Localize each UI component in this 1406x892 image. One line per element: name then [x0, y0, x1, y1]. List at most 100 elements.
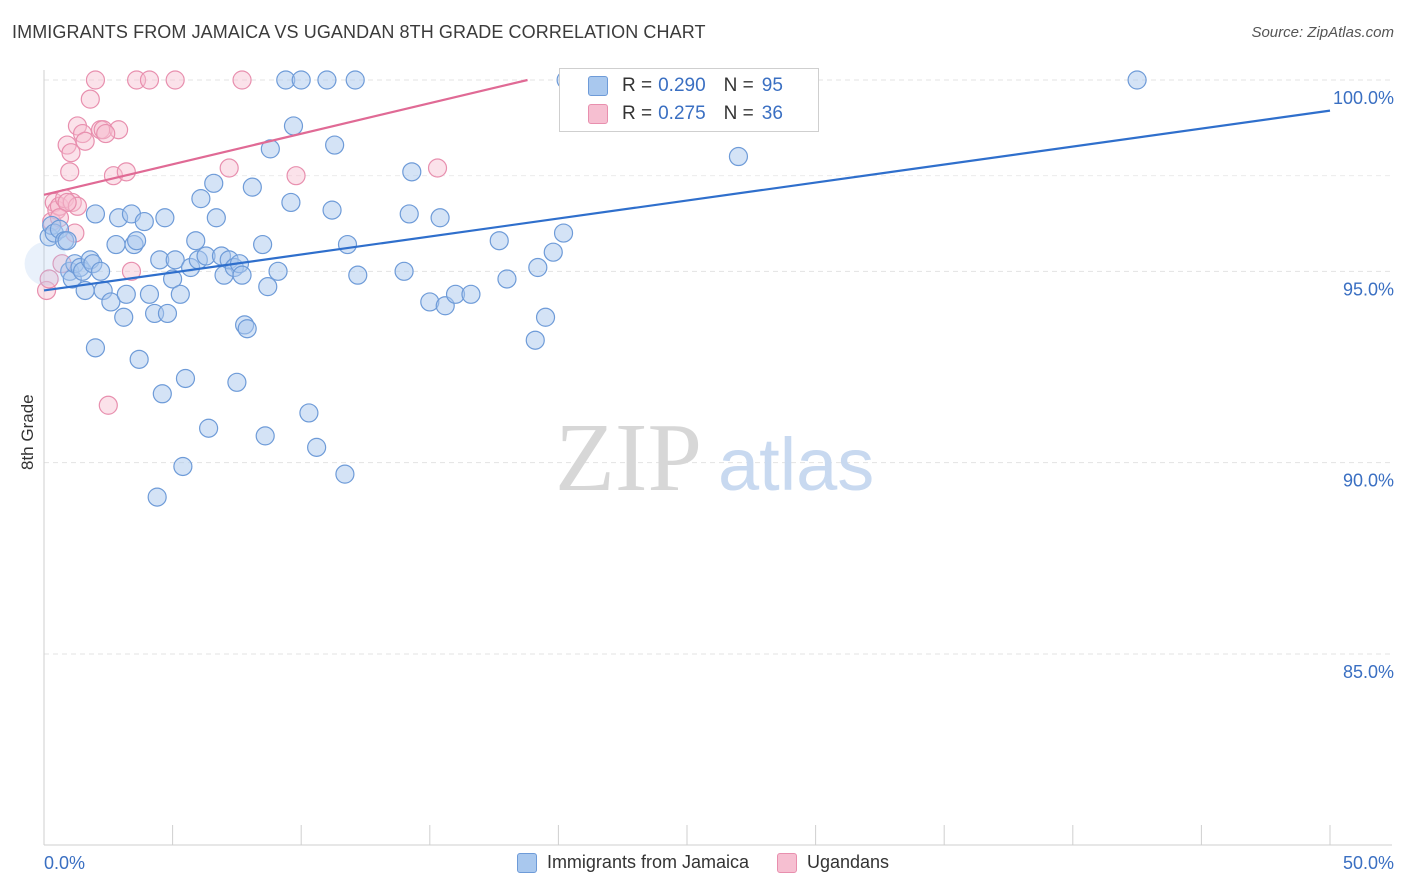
- data-point-jamaica: [126, 231, 147, 251]
- stats-legend: R = 0.290 N = 95 R = 0.275 N = 36: [559, 68, 819, 132]
- data-point-jamaica: [728, 146, 749, 167]
- watermark-zip: ZIP: [555, 404, 702, 512]
- data-point-jamaica: [283, 116, 304, 136]
- data-point-jamaica: [535, 307, 556, 327]
- stats-n-label: N =: [723, 103, 754, 124]
- legend-item-uganda[interactable]: Ugandans: [776, 852, 890, 873]
- data-point-jamaica: [227, 372, 247, 392]
- legend-label-uganda: Ugandans: [806, 852, 890, 872]
- y-tick-label: 100.0%: [1333, 88, 1394, 108]
- legend-swatch-jamaica: [516, 852, 537, 873]
- data-point-uganda: [232, 70, 252, 90]
- legend-swatch-uganda: [776, 852, 797, 873]
- stats-r-label: R =: [622, 103, 653, 124]
- y-axis-label: 8th Grade: [18, 394, 37, 470]
- data-point-jamaica: [489, 231, 509, 251]
- y-tick-label: 85.0%: [1343, 662, 1394, 682]
- grid-lines: [44, 79, 1392, 655]
- data-point-uganda: [85, 70, 106, 90]
- data-point-jamaica: [106, 234, 126, 255]
- data-point-jamaica: [260, 139, 280, 159]
- data-point-jamaica: [191, 189, 211, 209]
- data-point-jamaica: [90, 261, 111, 281]
- trend-lines: [43, 78, 1331, 292]
- data-point-jamaica: [24, 241, 69, 286]
- axes: [43, 70, 1392, 846]
- data-point-jamaica: [337, 234, 358, 255]
- data-point-jamaica: [114, 307, 134, 327]
- data-point-jamaica: [116, 284, 136, 304]
- data-point-jamaica: [157, 303, 178, 324]
- data-point-uganda: [72, 123, 93, 144]
- data-point-uganda: [139, 70, 160, 90]
- data-point-jamaica: [186, 231, 206, 251]
- trend-line-uganda: [43, 78, 528, 196]
- data-point-jamaica: [173, 456, 193, 477]
- data-point-jamaica: [394, 261, 414, 281]
- legend-item-jamaica[interactable]: Immigrants from Jamaica: [516, 852, 749, 873]
- data-point-jamaica: [258, 277, 278, 297]
- bottom-legend: Immigrants from Jamaica Ugandans: [0, 852, 1406, 873]
- data-point-jamaica: [348, 265, 368, 285]
- stats-swatch-jamaica: [588, 76, 608, 96]
- chart-title: IMMIGRANTS FROM JAMAICA VS UGANDAN 8TH G…: [12, 22, 706, 42]
- data-point-jamaica: [175, 368, 196, 389]
- data-point-jamaica: [543, 242, 563, 262]
- series-jamaica: [24, 70, 1147, 507]
- data-point-uganda: [98, 395, 118, 415]
- data-point-uganda: [39, 269, 59, 289]
- data-point-jamaica: [85, 204, 106, 224]
- stats-r-value: 0.275: [658, 103, 706, 124]
- stats-swatch-uganda: [588, 104, 608, 124]
- data-point-uganda: [286, 166, 306, 186]
- data-point-jamaica: [307, 437, 327, 457]
- stats-r-value: 0.290: [658, 75, 706, 96]
- data-point-uganda: [96, 123, 116, 144]
- x-tick-label: 50.0%: [1343, 853, 1394, 873]
- stats-n-label: N =: [723, 75, 754, 96]
- watermark-atlas: atlas: [718, 423, 874, 506]
- stats-row-uganda: R = 0.275 N = 36: [560, 99, 783, 129]
- data-point-jamaica: [152, 384, 172, 404]
- data-point-jamaica: [497, 269, 517, 289]
- x-tick-label: 0.0%: [44, 853, 85, 873]
- data-point-jamaica: [335, 464, 355, 484]
- data-point-uganda: [61, 143, 81, 163]
- stats-r-label: R =: [622, 75, 653, 96]
- data-point-jamaica: [170, 284, 190, 304]
- data-point-jamaica: [165, 250, 185, 270]
- data-point-jamaica: [322, 200, 342, 220]
- data-point-uganda: [121, 261, 142, 281]
- data-point-jamaica: [155, 208, 175, 228]
- tick-labels: 100.0% 95.0% 90.0% 85.0% 0.0% 50.0%: [44, 88, 1394, 873]
- legend-label-jamaica: Immigrants from Jamaica: [546, 852, 749, 872]
- y-tick-label: 90.0%: [1343, 471, 1394, 491]
- data-point-jamaica: [163, 269, 183, 289]
- data-point-uganda: [60, 162, 80, 182]
- data-point-jamaica: [402, 162, 422, 182]
- data-point-jamaica: [139, 284, 160, 304]
- data-point-jamaica: [268, 261, 288, 281]
- data-point-jamaica: [206, 208, 226, 228]
- data-point-jamaica: [204, 173, 224, 193]
- data-point-uganda: [75, 131, 95, 151]
- data-point-jamaica: [345, 70, 365, 90]
- data-point-jamaica: [553, 223, 574, 243]
- data-point-jamaica: [232, 265, 252, 285]
- data-point-jamaica: [325, 135, 345, 155]
- data-point-jamaica: [134, 211, 154, 232]
- watermark: ZIP atlas: [555, 404, 874, 512]
- data-point-jamaica: [237, 319, 257, 339]
- data-point-jamaica: [57, 231, 77, 251]
- data-point-jamaica: [85, 338, 106, 358]
- data-point-jamaica: [299, 403, 319, 423]
- data-point-jamaica: [129, 349, 149, 369]
- stats-n-value: 95: [761, 75, 783, 96]
- data-point-uganda: [165, 70, 185, 90]
- data-point-jamaica: [281, 192, 301, 213]
- data-point-jamaica: [147, 487, 167, 507]
- stats-row-jamaica: R = 0.290 N = 95: [560, 71, 783, 101]
- data-point-jamaica: [199, 418, 219, 438]
- data-point-uganda: [57, 192, 77, 213]
